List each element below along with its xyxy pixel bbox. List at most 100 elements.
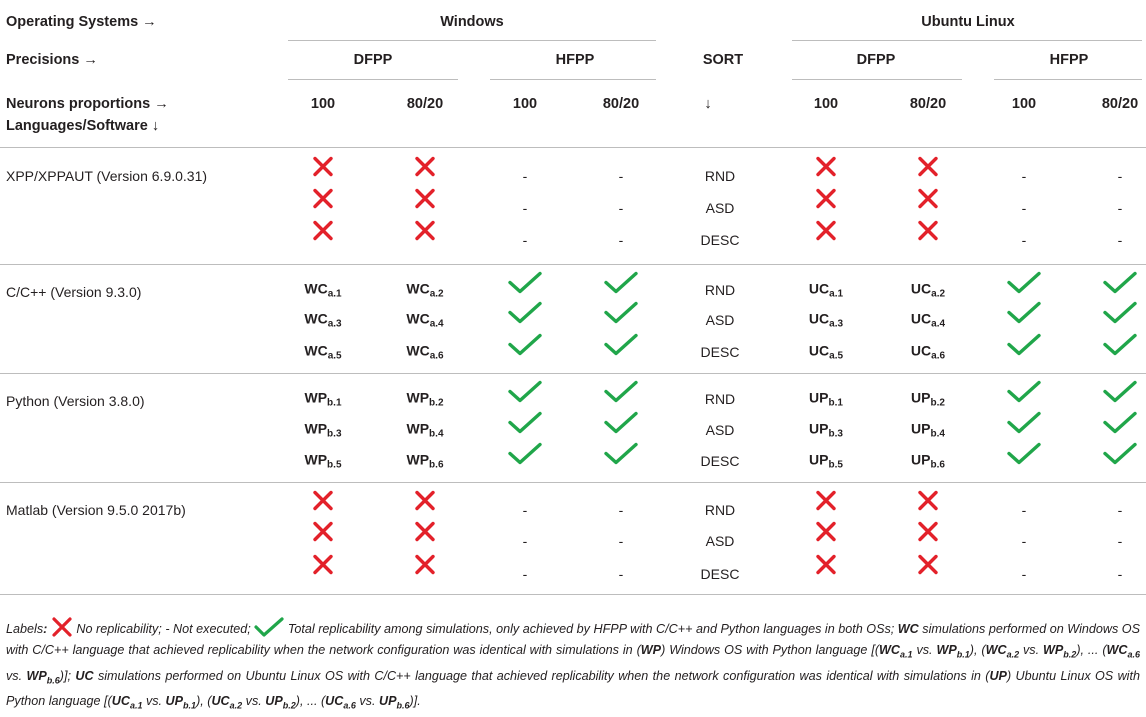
check-icon [1006,301,1042,330]
cross-icon [312,554,334,581]
ubuntu-sim-label: UPb.6 [911,451,945,471]
group-name: Python (Version 3.8.0) [6,393,145,409]
legend-up-b1: UPb.1 [165,694,197,711]
cross-icon [414,490,436,517]
legend-vs: vs. [142,694,166,709]
not-executed-cell: - [618,200,624,216]
precisions-header-label: Precisions → [6,52,98,68]
ubuntu-header: Ubuntu Linux [921,14,1015,30]
legend-wc-a1: WCa.1 [879,643,913,660]
check-icon [1102,301,1138,330]
sort-cell: RND [704,391,736,407]
windows-sim-label: WCa.6 [406,342,444,362]
legend-wp-b1: WPb.1 [936,643,970,660]
check-icon [254,617,284,637]
windows-header: Windows [440,14,504,30]
check-icon [507,333,543,362]
ubuntu-sim-label: UPb.3 [809,420,843,440]
sort-header: SORT [702,52,744,68]
not-executed-cell: - [1021,533,1027,549]
legend-end: )]. [409,694,421,709]
ubuntu-underline [792,40,1142,41]
legend-sep: ), ... ( [295,694,326,709]
windows-sim-label: WPb.1 [304,389,342,409]
not-executed-cell: - [618,168,624,184]
legend-up: UP [989,668,1007,683]
check-icon [603,301,639,330]
not-executed-cell: - [1117,200,1123,216]
ubuntu-sim-label: UCa.4 [910,310,946,330]
not-executed-cell: - [1021,566,1027,582]
legend-up-b6: UPb.6 [378,694,410,711]
check-icon [1102,442,1138,471]
sort-cell: RND [704,502,736,518]
legend-uc: UC [75,668,94,683]
ubuntu-sim-label: UPb.4 [911,420,945,440]
windows-hfpp-header: HFPP [555,52,595,68]
cross-icon [815,554,837,581]
cross-icon [52,617,72,637]
not-executed-cell: - [522,232,528,248]
not-executed-cell: - [1021,168,1027,184]
sort-cell: DESC [700,453,740,469]
windows-sim-label: WCa.4 [406,310,444,330]
legend-wp-b6: WPb.6 [26,668,60,686]
not-executed-cell: - [618,566,624,582]
check-icon [1102,411,1138,440]
windows-sim-label: WPb.2 [406,389,444,409]
neurons-header-label: Neurons proportions → [6,96,169,112]
legend-no-replicability: No replicability; - Not executed; [72,622,255,636]
windows-dfpp-header: DFPP [353,52,393,68]
not-executed-cell: - [618,232,624,248]
group-name: C/C++ (Version 9.3.0) [6,284,142,300]
check-icon [603,380,639,409]
not-executed-cell: - [618,533,624,549]
legend-sep: )]; [59,668,76,683]
legend-labels: Labels [6,622,44,636]
legend-wc: WC [897,622,919,636]
cross-icon [815,220,837,247]
windows-sim-label: WPb.4 [406,420,444,440]
windows-sim-label: WPb.6 [406,451,444,471]
languages-header-label: Languages/Software ↓ [6,118,160,134]
check-icon [1006,271,1042,300]
not-executed-cell: - [1021,502,1027,518]
ubuntu-sim-label: UCa.6 [910,342,946,362]
check-icon [1006,333,1042,362]
check-icon [1102,271,1138,300]
table-legend: Labels: No replicability; - Not executed… [6,617,1140,717]
legend-vs: vs. [242,694,266,709]
check-icon [1006,442,1042,471]
check-icon [603,411,639,440]
legend-wc-a2: WCa.2 [985,643,1020,660]
legend-up-b2: UPb.2 [265,694,296,711]
legend-uc-desc: simulations performed on Ubuntu Linux OS… [93,668,990,683]
cross-icon [312,220,334,247]
sort-cell: RND [704,282,736,298]
cross-icon [414,220,436,247]
group-rule [0,264,1146,265]
windows-sim-label: WCa.5 [304,342,342,362]
u-dfpp-8020-header: 80/20 [909,96,947,112]
not-executed-cell: - [1117,533,1123,549]
legend-vs: vs. [355,694,379,709]
ubuntu-sim-label: UCa.2 [910,280,946,300]
check-icon [507,442,543,471]
windows-sim-label: WPb.5 [304,451,342,471]
cross-icon [917,554,939,581]
check-icon [1006,411,1042,440]
group-rule [0,482,1146,483]
check-icon [603,333,639,362]
check-icon [507,271,543,300]
sort-cell: ASD [705,422,735,438]
sort-cell: DESC [700,232,740,248]
check-icon [1102,380,1138,409]
cross-icon [917,188,939,215]
header-bottom-rule [0,147,1146,148]
sort-cell: ASD [705,533,735,549]
group-rule [0,373,1146,374]
ubuntu-sim-label: UCa.3 [808,310,844,330]
cross-icon [917,156,939,183]
cross-icon [414,554,436,581]
ubuntu-hfpp-header: HFPP [1049,52,1089,68]
